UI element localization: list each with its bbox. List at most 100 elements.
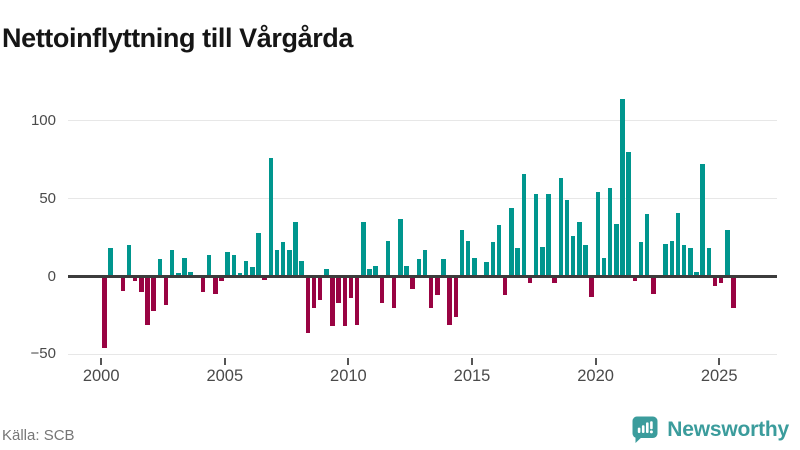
bar-positive — [601, 257, 607, 277]
bar-positive — [225, 251, 230, 277]
bar-negative — [317, 276, 323, 300]
bar-positive — [595, 192, 601, 277]
bar-negative — [731, 276, 736, 308]
bar-positive — [669, 240, 675, 277]
bar-negative — [200, 276, 206, 293]
bar-negative — [502, 276, 508, 296]
bar-positive — [237, 273, 243, 277]
bar-negative — [145, 276, 150, 325]
bar-negative — [632, 276, 638, 282]
bar-negative — [262, 276, 267, 280]
bar-negative — [453, 276, 459, 317]
bar-negative — [336, 276, 341, 303]
bar-positive — [681, 245, 687, 277]
bar-negative — [428, 276, 434, 308]
bar-positive — [509, 208, 514, 277]
bar-positive — [250, 267, 255, 277]
x-tick-label: 2005 — [206, 367, 244, 385]
bar-positive — [644, 214, 650, 277]
bar-positive — [546, 194, 551, 277]
bar-positive — [484, 262, 489, 277]
bar-negative — [410, 276, 415, 289]
x-tick — [718, 358, 721, 365]
bar-positive — [663, 243, 668, 277]
bar-positive — [564, 200, 570, 277]
bar-negative — [435, 276, 440, 296]
bar-positive — [496, 225, 502, 277]
bar-positive — [465, 240, 471, 277]
bar-negative — [311, 276, 317, 308]
bar-negative — [120, 276, 126, 291]
source-caption: Källa: SCB — [2, 427, 75, 444]
bar-positive — [243, 260, 249, 277]
bar-positive — [293, 222, 298, 277]
x-tick-label: 2015 — [453, 367, 491, 385]
bar-positive — [367, 268, 372, 277]
bar-positive — [515, 248, 520, 277]
bar-positive — [583, 245, 588, 277]
x-tick-label: 2010 — [330, 367, 367, 385]
bar-positive — [299, 260, 304, 277]
bar-positive — [614, 223, 619, 277]
bar-positive — [404, 265, 409, 277]
brand-name: Newsworthy — [667, 418, 789, 441]
y-gridline — [68, 120, 777, 122]
y-tick-label: 0 — [47, 267, 56, 285]
bar-negative — [651, 276, 656, 294]
bar-positive — [206, 254, 212, 277]
bar-positive — [441, 259, 446, 277]
bar-positive — [108, 248, 113, 277]
bar-negative — [348, 276, 354, 299]
bar-positive — [373, 265, 378, 277]
bar-negative — [139, 276, 144, 293]
bar-positive — [694, 271, 699, 277]
bar-positive — [570, 236, 576, 277]
bar-positive — [688, 248, 693, 277]
bar-positive — [324, 268, 329, 277]
bar-positive — [280, 242, 286, 277]
bar-negative — [527, 276, 533, 283]
bar-positive — [675, 212, 681, 277]
bar-positive — [540, 246, 545, 277]
x-tick-label: 2000 — [82, 367, 120, 385]
x-tick-label: 2020 — [577, 367, 614, 385]
y-tick-label: −50 — [30, 345, 56, 363]
bar-positive — [607, 187, 613, 277]
bar-positive — [620, 99, 625, 277]
bar-negative — [132, 276, 138, 282]
x-tick — [594, 358, 597, 365]
bar-negative — [718, 276, 724, 283]
y-gridline — [68, 353, 777, 355]
bar-negative — [712, 276, 718, 286]
bar-positive — [126, 245, 132, 277]
bar-negative — [305, 276, 311, 333]
bar-positive — [725, 229, 730, 277]
bar-positive — [700, 164, 705, 277]
y-tick-label: 50 — [39, 189, 56, 207]
bar-positive — [231, 254, 237, 277]
bar-negative — [391, 276, 397, 308]
bar-positive — [169, 250, 175, 277]
bar-positive — [188, 271, 193, 277]
bar-positive — [533, 194, 539, 277]
page-title: Nettoinflyttning till Vårgårda — [2, 23, 354, 54]
bar-negative — [219, 276, 224, 282]
bar-positive — [385, 240, 391, 277]
bar-positive — [416, 259, 422, 277]
bar-positive — [706, 248, 712, 277]
bar-positive — [176, 273, 181, 277]
bar-negative — [447, 276, 452, 325]
x-tick — [347, 358, 350, 365]
bar-positive — [459, 229, 465, 277]
x-tick-label: 2025 — [700, 367, 738, 385]
x-tick — [100, 358, 103, 365]
bar-positive — [256, 232, 261, 277]
bar-negative — [163, 276, 169, 305]
y-tick-label: 100 — [30, 111, 56, 129]
bar-negative — [342, 276, 348, 327]
bar-positive — [638, 242, 644, 277]
bar-positive — [472, 257, 477, 277]
bar-positive — [398, 218, 403, 277]
bar-negative — [552, 276, 557, 283]
bar-positive — [577, 222, 582, 277]
